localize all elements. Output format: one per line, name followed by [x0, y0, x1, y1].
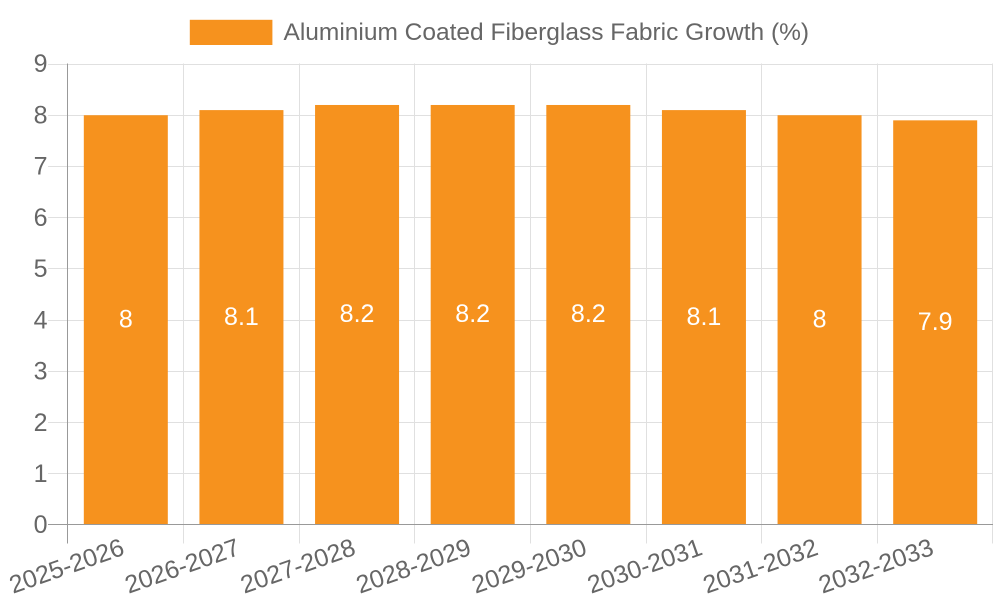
svg-text:1: 1 — [34, 460, 48, 488]
svg-text:8.1: 8.1 — [224, 303, 259, 331]
svg-text:Aluminium Coated Fiberglass Fa: Aluminium Coated Fiberglass Fabric Growt… — [284, 19, 810, 46]
svg-text:6: 6 — [34, 204, 48, 232]
svg-text:7: 7 — [34, 153, 48, 181]
svg-text:0: 0 — [34, 511, 48, 539]
svg-text:8.2: 8.2 — [571, 300, 606, 328]
svg-text:2029-2030: 2029-2030 — [468, 533, 590, 599]
svg-text:8: 8 — [119, 305, 133, 333]
svg-text:7.9: 7.9 — [918, 308, 953, 336]
svg-text:4: 4 — [34, 306, 48, 334]
svg-text:8: 8 — [813, 305, 827, 333]
svg-text:8.2: 8.2 — [455, 300, 490, 328]
svg-text:2030-2031: 2030-2031 — [584, 533, 706, 599]
svg-text:5: 5 — [34, 255, 48, 283]
svg-text:8.1: 8.1 — [687, 303, 722, 331]
svg-text:2031-2032: 2031-2032 — [699, 533, 821, 599]
svg-text:2: 2 — [34, 409, 48, 437]
svg-text:3: 3 — [34, 358, 48, 386]
svg-text:2032-2033: 2032-2033 — [815, 533, 937, 599]
svg-text:2026-2027: 2026-2027 — [121, 533, 243, 599]
svg-text:2027-2028: 2027-2028 — [237, 533, 359, 599]
svg-text:8.2: 8.2 — [340, 300, 375, 328]
svg-text:2028-2029: 2028-2029 — [353, 533, 475, 599]
svg-text:8: 8 — [34, 101, 48, 129]
svg-text:2025-2026: 2025-2026 — [6, 533, 128, 599]
svg-text:9: 9 — [34, 50, 48, 78]
